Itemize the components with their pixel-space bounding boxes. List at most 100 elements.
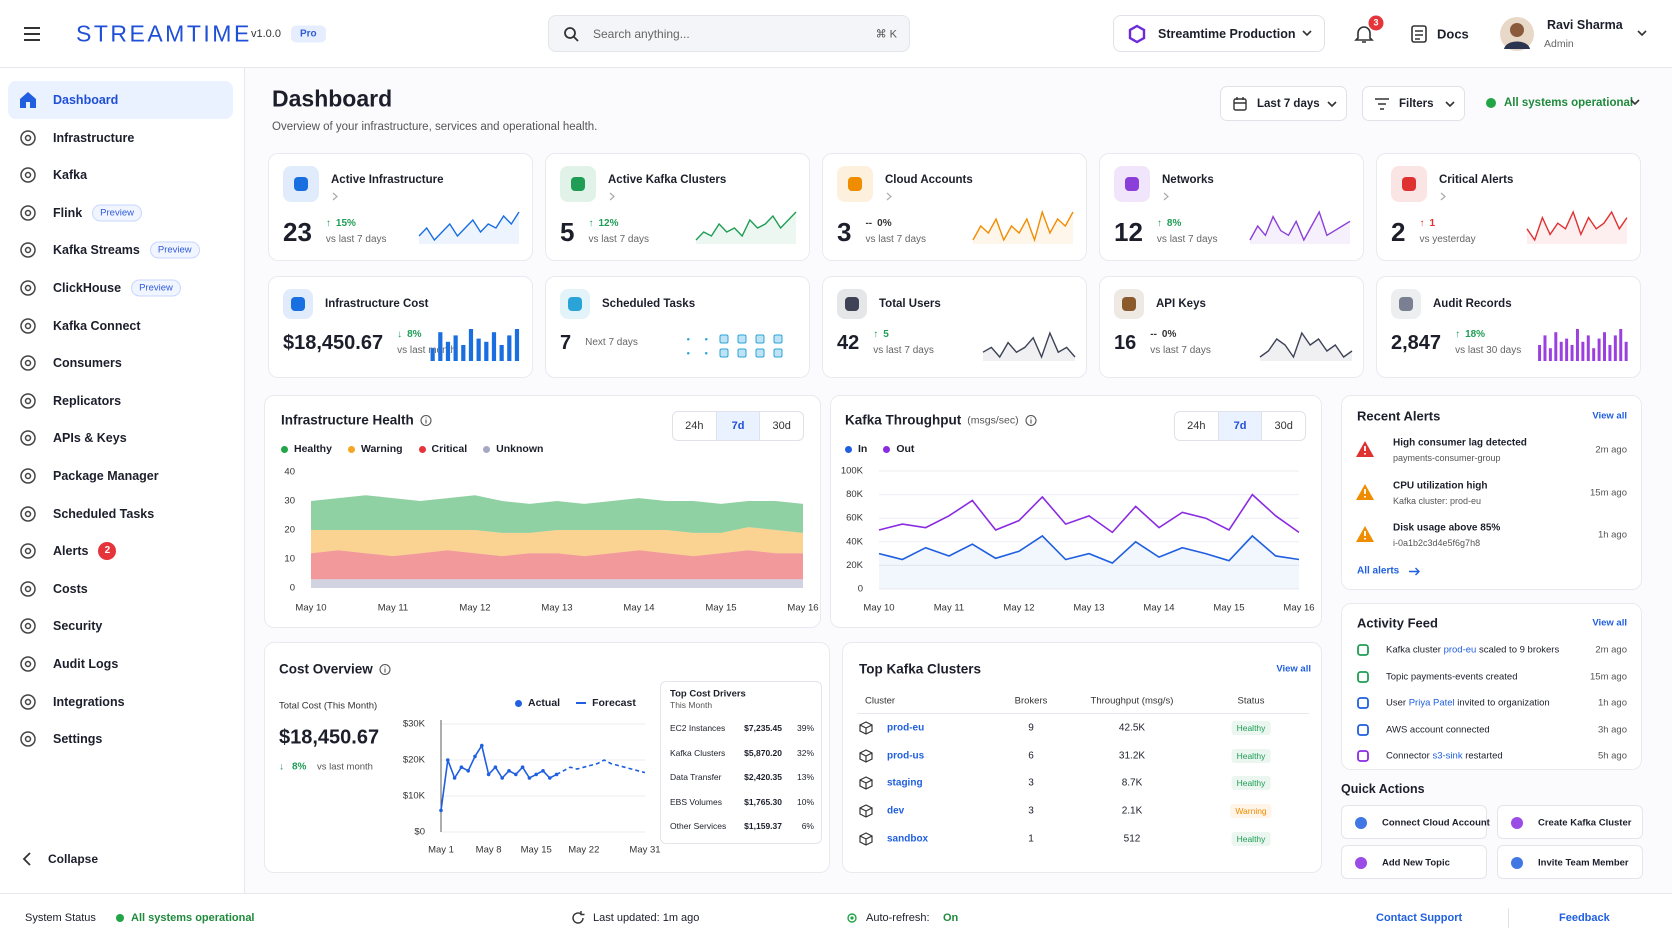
nav-item[interactable]: ClickHouse <box>53 281 122 295</box>
cluster-name[interactable]: sandbox <box>887 833 929 845</box>
quick-action[interactable]: Create Kafka Cluster <box>1497 805 1643 839</box>
kpi-period: vs last 7 days <box>873 345 934 356</box>
kpi-icon <box>1114 289 1144 319</box>
series-point <box>534 772 538 777</box>
kpi-period: vs last 7 days <box>865 234 927 245</box>
nav-item[interactable]: Kafka Connect <box>53 318 141 333</box>
info-icon <box>1025 414 1037 426</box>
view-all[interactable]: View all <box>1276 663 1311 675</box>
kpi-change: 8% <box>407 329 422 340</box>
kpi-icon <box>837 289 867 319</box>
nav-item[interactable]: Costs <box>53 581 88 596</box>
legend-swatch <box>845 445 852 453</box>
kpi-change-row: ↑ 12% <box>588 216 649 232</box>
nav-item[interactable]: Dashboard <box>53 93 119 107</box>
spark-bar <box>1559 341 1563 361</box>
x-tick-label: May 11 <box>934 603 964 614</box>
kpi-change-group: -- 0% vs last 7 days <box>865 216 926 248</box>
nav-item[interactable]: Kafka <box>53 168 88 183</box>
chevron <box>1445 101 1455 108</box>
tab[interactable]: 24h <box>1187 420 1206 432</box>
nav-item[interactable]: Consumers <box>53 356 122 371</box>
user-name: Ravi Sharma <box>1547 18 1623 32</box>
kpi-icon <box>1391 166 1427 202</box>
all-alerts-link[interactable]: All alerts <box>1357 565 1400 577</box>
alert-title: High consumer lag detected <box>1393 437 1527 449</box>
kpi-change-row: -- 0% <box>865 216 926 232</box>
nav-item[interactable]: Replicators <box>53 393 122 408</box>
search-box[interactable]: Search anything... ⌘ K <box>548 15 910 52</box>
feedback[interactable]: Feedback <box>1559 912 1610 924</box>
nav-item[interactable]: Infrastructure <box>53 130 135 145</box>
spark-bar <box>445 341 451 361</box>
legend-swatch <box>515 699 522 707</box>
spark-bar <box>1570 345 1574 361</box>
tab[interactable]: 24h <box>685 420 704 432</box>
kpi-value: 2 <box>1391 216 1406 247</box>
page-status[interactable]: All systems operational <box>1504 97 1634 109</box>
bell-icon[interactable] <box>1354 24 1374 44</box>
series-line <box>878 493 1300 534</box>
nav-item[interactable]: APIs & Keys <box>53 431 127 446</box>
cluster-name[interactable]: staging <box>887 777 923 789</box>
footer-status: All systems operational <box>131 912 255 924</box>
cluster-name[interactable]: prod-us <box>887 750 925 762</box>
contact-support[interactable]: Contact Support <box>1376 912 1463 924</box>
kpi-glyph <box>848 177 862 191</box>
org-selector[interactable]: Streamtime Production <box>1113 15 1325 52</box>
refresh-dot-part <box>847 913 857 923</box>
spark-area <box>1527 212 1627 244</box>
kpi-chevron <box>886 192 892 201</box>
nav-icon-part <box>20 430 36 447</box>
tab[interactable]: 7d <box>715 412 760 440</box>
area-band <box>311 579 803 588</box>
spark-bar <box>430 348 435 361</box>
nav-item[interactable]: Kafka Streams <box>53 243 140 258</box>
view-all[interactable]: View all <box>1592 617 1627 629</box>
quick-action[interactable]: Invite Team Member <box>1497 845 1643 879</box>
nav-icon <box>20 129 36 146</box>
chevron <box>1302 30 1312 37</box>
tab[interactable]: 30d <box>1261 412 1305 440</box>
nav-item[interactable]: Security <box>53 619 103 634</box>
nav-item[interactable]: Settings <box>53 732 103 747</box>
filters-button[interactable]: Filters <box>1362 86 1465 121</box>
activity-icon-part <box>1357 697 1369 709</box>
nav-icon-part <box>24 472 32 480</box>
nav-item[interactable]: Package Manager <box>53 469 159 483</box>
refresh-icon-part <box>572 911 585 924</box>
kpi-chevron <box>609 192 615 201</box>
collapse-icon-part <box>22 852 31 866</box>
range-picker[interactable]: Last 7 days <box>1220 86 1347 121</box>
total-change: 8% <box>292 761 307 773</box>
series-point <box>439 808 443 813</box>
y-tick-label: 20K <box>846 560 864 571</box>
kpi-card: Total Users 42 ↑ 5 vs last 7 days <box>822 276 1087 378</box>
docs-link[interactable]: Docs <box>1437 26 1469 42</box>
x-tick-label: May 15 <box>1213 603 1244 614</box>
nav-item[interactable]: Integrations <box>53 694 125 709</box>
nav-item[interactable]: Alerts <box>53 544 89 559</box>
nav-item[interactable]: Flink <box>53 205 83 220</box>
menu-icon[interactable] <box>23 26 41 42</box>
cluster-icon-part <box>859 721 873 735</box>
spark-line <box>1259 331 1353 359</box>
legend: In Out <box>845 443 914 455</box>
panel-unit: (msgs/sec) <box>967 414 1019 426</box>
refresh-dot-part <box>850 916 854 920</box>
cluster-name[interactable]: dev <box>887 805 905 817</box>
cluster-name[interactable]: prod-eu <box>887 722 925 734</box>
view-all[interactable]: View all <box>1592 410 1627 422</box>
series-line <box>440 743 557 811</box>
quick-action[interactable]: Add New Topic <box>1341 845 1487 879</box>
tab[interactable]: 7d <box>1217 412 1262 440</box>
nav-item[interactable]: Scheduled Tasks <box>53 506 155 521</box>
nav-item[interactable]: Audit Logs <box>53 657 119 671</box>
spark-bar <box>1613 335 1617 361</box>
kpi-glyph <box>1399 297 1413 311</box>
quick-action[interactable]: Connect Cloud Account <box>1341 805 1490 839</box>
tab[interactable]: 30d <box>759 412 803 440</box>
collapse[interactable]: Collapse <box>48 852 99 866</box>
quick-action-icon-part <box>1355 857 1367 869</box>
nav-icon-part <box>24 171 32 179</box>
